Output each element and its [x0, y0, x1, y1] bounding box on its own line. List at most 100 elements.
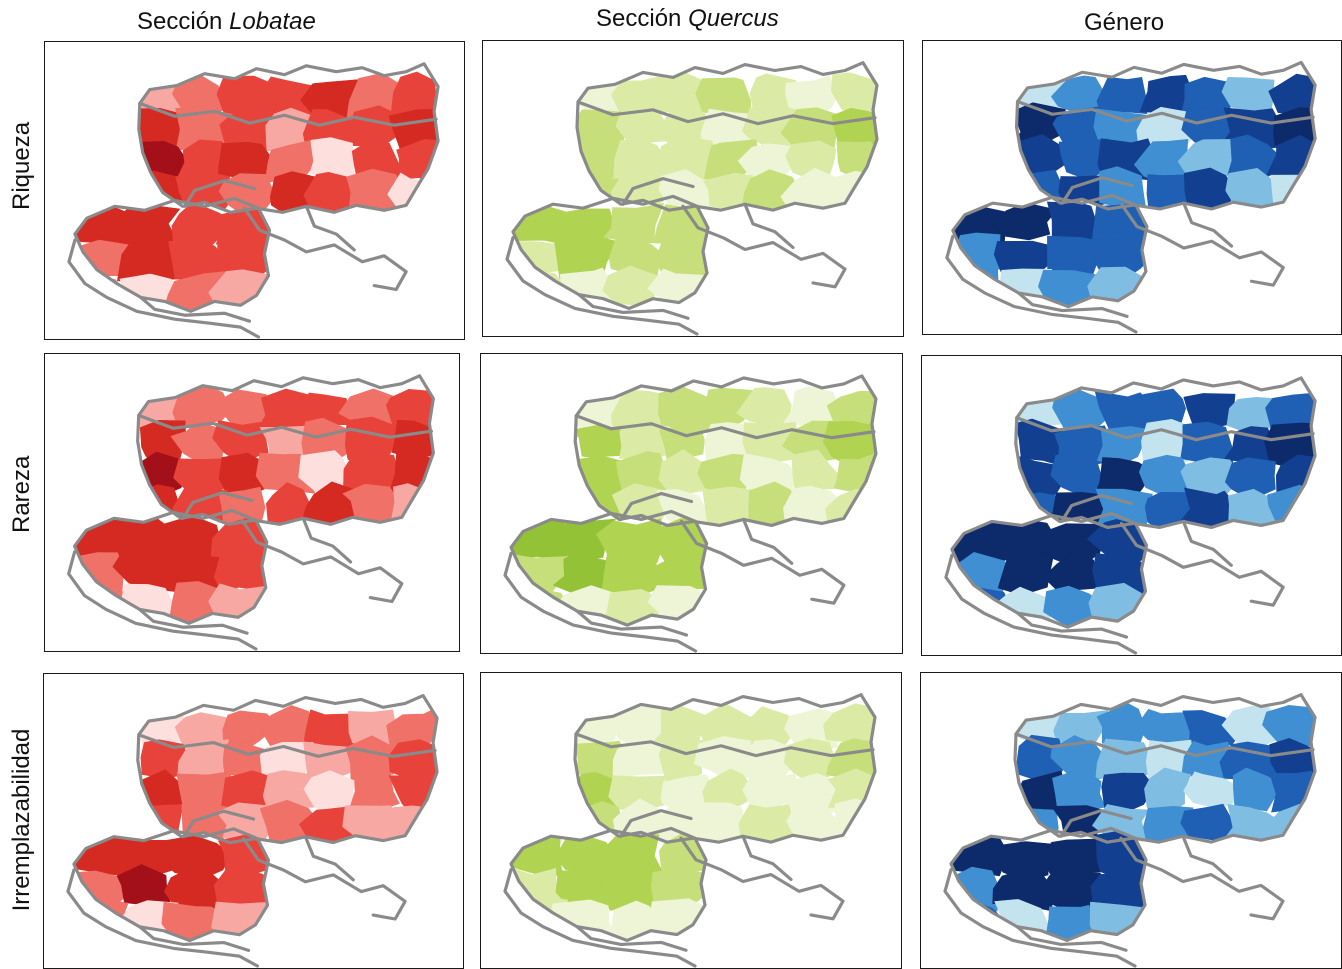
region-boundary	[509, 826, 708, 943]
boundary-line	[575, 925, 688, 952]
boundary-line	[575, 609, 689, 637]
boundary-line	[1015, 416, 1315, 442]
boundary-line	[742, 517, 794, 565]
boundary-line	[137, 733, 437, 758]
boundary-line	[574, 732, 875, 758]
municipality-cell	[596, 518, 664, 563]
region-boundary	[72, 508, 269, 625]
boundary-line	[1059, 809, 1133, 838]
choropleth-map	[503, 374, 878, 653]
choropleth-map	[505, 61, 879, 336]
boundary-line	[503, 868, 697, 968]
map-panel-riqueza-genero	[922, 40, 1342, 335]
municipality-cell	[697, 387, 755, 431]
municipality-cell	[387, 172, 439, 213]
municipality-cell	[213, 546, 267, 594]
map-panel-rareza-quercus	[480, 353, 903, 654]
column-title-italic: Quercus	[688, 5, 779, 32]
choropleth-map	[67, 374, 435, 651]
boundary-line	[67, 550, 258, 651]
choropleth-map	[945, 60, 1317, 334]
municipality-cell	[737, 143, 798, 183]
region-boundary	[950, 511, 1149, 629]
municipality-cell	[212, 420, 269, 463]
boundary-line	[1060, 176, 1134, 205]
boundary-line	[1015, 99, 1315, 125]
boundary-line	[304, 204, 356, 252]
choropleth-map	[67, 62, 440, 339]
municipality-cell	[511, 584, 569, 626]
municipality-cell	[828, 170, 877, 211]
municipality-cell	[702, 768, 758, 811]
municipality-cell	[647, 268, 708, 309]
map-panel-riqueza-lobatae	[44, 41, 465, 340]
boundary-line	[944, 553, 1138, 655]
north-region-cells	[1015, 388, 1316, 528]
row-title-rareza: Rareza	[8, 455, 35, 533]
boundary-line	[576, 100, 877, 126]
municipality-cell	[552, 518, 616, 561]
boundary-line	[182, 809, 256, 839]
municipality-cell	[1269, 770, 1315, 813]
boundary-line	[240, 518, 404, 604]
municipality-cell	[1143, 806, 1194, 843]
municipality-cell	[1091, 203, 1147, 244]
boundary-line	[303, 835, 355, 882]
boundary-line	[505, 236, 699, 336]
municipality-cell	[652, 551, 707, 596]
south-region-cells	[74, 201, 270, 312]
municipality-cell	[1232, 767, 1280, 814]
municipality-cell	[654, 236, 708, 282]
municipality-cell	[1146, 174, 1188, 209]
municipality-cell	[995, 841, 1055, 882]
row-title-riqueza: Riqueza	[8, 121, 35, 210]
boundary-line	[183, 179, 257, 208]
north-region-cells	[137, 384, 434, 525]
region-boundary	[72, 827, 271, 943]
boundary-line	[1016, 611, 1129, 639]
north-region-cells	[1016, 73, 1316, 209]
boundary-line	[743, 202, 795, 250]
map-panel-irremplazabilidad-lobatae	[43, 673, 464, 969]
map-panel-riqueza-quercus	[482, 40, 904, 337]
municipality-cell	[1045, 904, 1096, 941]
map-panel-rareza-genero	[921, 355, 1342, 656]
boundary-line	[1016, 291, 1129, 318]
municipality-cell	[619, 418, 668, 459]
municipality-cell	[1016, 134, 1069, 179]
boundary-line	[741, 834, 793, 882]
map-panel-irremplazabilidad-genero	[920, 672, 1342, 969]
municipality-cell	[1101, 772, 1156, 813]
south-region-cells	[73, 833, 269, 941]
municipality-cell	[785, 75, 839, 118]
boundary-line	[619, 809, 693, 838]
choropleth-map	[944, 376, 1317, 655]
boundary-line	[1182, 201, 1234, 248]
boundary-line	[503, 551, 698, 653]
municipality-cell	[386, 388, 434, 431]
municipality-cell	[1270, 170, 1316, 209]
column-title-prefix: Sección	[137, 8, 230, 35]
boundary-line	[943, 868, 1137, 968]
boundary-line	[1015, 925, 1128, 952]
choropleth-map	[943, 693, 1317, 968]
municipality-cell	[656, 71, 714, 117]
municipality-cell	[830, 72, 877, 114]
row-title-irremplazabilidad: Irremplazabilidad	[8, 728, 35, 912]
choropleth-map	[503, 693, 877, 968]
boundary-line	[67, 238, 261, 339]
boundary-line	[679, 519, 846, 605]
boundary-line	[138, 101, 438, 127]
municipality-cell	[786, 806, 845, 843]
north-region-cells	[575, 386, 876, 526]
column-title-quercus: Sección Quercus	[596, 5, 779, 33]
boundary-line	[181, 491, 254, 520]
municipality-cell	[823, 703, 875, 750]
region-boundary	[509, 509, 709, 627]
boundary-line	[137, 413, 433, 439]
municipality-cell	[213, 864, 269, 912]
north-region-cells	[1015, 703, 1315, 843]
municipality-cell	[1267, 484, 1316, 528]
boundary-line	[66, 868, 260, 968]
boundary-line	[1181, 834, 1233, 882]
